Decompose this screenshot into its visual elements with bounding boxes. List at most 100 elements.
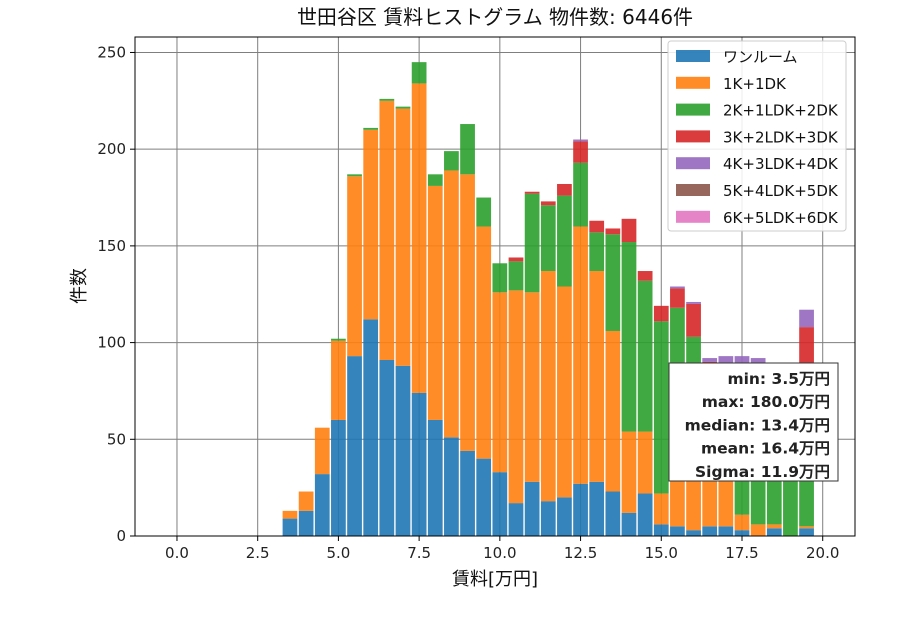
histogram-bar bbox=[702, 358, 718, 362]
histogram-bar bbox=[395, 108, 411, 366]
histogram-bar bbox=[476, 197, 492, 227]
histogram-bar bbox=[573, 226, 588, 484]
legend-swatch bbox=[676, 130, 710, 143]
histogram-bar bbox=[766, 528, 782, 536]
histogram-bar bbox=[718, 526, 734, 536]
legend-entry-label: 3K+2LDK+3DK bbox=[723, 128, 839, 146]
histogram-bar bbox=[605, 491, 621, 536]
histogram-bar bbox=[557, 286, 572, 498]
histogram-bar bbox=[589, 271, 605, 482]
histogram-bar bbox=[508, 257, 524, 262]
histogram-bar bbox=[331, 419, 346, 536]
y-tick-label: 200 bbox=[97, 140, 126, 158]
histogram-bar bbox=[621, 512, 637, 536]
stats-line: min: 3.5万円 bbox=[727, 370, 830, 388]
stats-line: Sigma: 11.9万円 bbox=[695, 463, 830, 481]
x-axis-label: 賃料[万円] bbox=[452, 569, 538, 590]
histogram-bar bbox=[363, 129, 379, 320]
legend-swatch bbox=[676, 103, 710, 116]
y-tick-label: 50 bbox=[107, 430, 126, 448]
legend-swatch bbox=[676, 76, 710, 89]
legend: ワンルーム 1K+1DK 2K+1LDK+2DK 3K+2LDK+3DK 4K+3LDK… bbox=[667, 40, 847, 232]
y-tick-label: 100 bbox=[97, 334, 126, 352]
histogram-bars bbox=[282, 62, 814, 536]
y-tick-label: 150 bbox=[97, 237, 126, 255]
histogram-bar bbox=[331, 340, 346, 420]
histogram-bar bbox=[637, 271, 653, 281]
histogram-bar bbox=[476, 458, 492, 536]
histogram-bar bbox=[476, 226, 492, 459]
histogram-bar bbox=[411, 83, 427, 393]
histogram-bar bbox=[395, 106, 411, 109]
histogram-bar bbox=[460, 124, 475, 175]
histogram-bar bbox=[799, 528, 814, 536]
legend-entry-label: 1K+1DK bbox=[723, 75, 787, 93]
histogram-bar bbox=[363, 319, 379, 536]
legend-entry-label: ワンルーム bbox=[723, 48, 798, 66]
histogram-bar bbox=[444, 151, 459, 171]
histogram-bar bbox=[637, 493, 653, 536]
legend-swatch bbox=[676, 184, 710, 196]
histogram-bar bbox=[686, 303, 701, 337]
y-axis-label: 件数 bbox=[69, 268, 90, 304]
histogram-bar bbox=[460, 450, 475, 536]
y-axis-ticks: 0 50 100 150 200 250 bbox=[97, 43, 135, 545]
histogram-bar bbox=[621, 218, 637, 243]
x-tick-label: 20.0 bbox=[806, 544, 839, 562]
histogram-bar bbox=[540, 205, 556, 272]
x-tick-label: 0.0 bbox=[165, 544, 189, 562]
stats-box: min: 3.5万円 max: 180.0万円 median: 13.4万円 mean… bbox=[668, 362, 839, 482]
histogram-bar bbox=[670, 526, 685, 536]
histogram-bar bbox=[605, 228, 621, 235]
histogram-bar bbox=[508, 503, 524, 536]
histogram-bar bbox=[557, 195, 572, 287]
histogram-bar bbox=[379, 359, 395, 536]
histogram-bar bbox=[298, 491, 314, 511]
histogram-bar bbox=[540, 201, 556, 206]
histogram-bar bbox=[605, 330, 621, 492]
histogram-bar bbox=[492, 472, 508, 536]
histogram-bar bbox=[444, 170, 459, 438]
histogram-bar bbox=[314, 427, 330, 475]
chart-title: 世田谷区 賃料ヒストグラム 物件数: 6446件 bbox=[297, 5, 693, 29]
histogram-bar bbox=[379, 100, 395, 360]
histogram-bar bbox=[427, 185, 443, 420]
histogram-bar bbox=[379, 98, 395, 101]
x-tick-label: 7.5 bbox=[407, 544, 431, 562]
histogram-bar bbox=[702, 526, 718, 536]
histogram-bar bbox=[621, 242, 637, 432]
histogram-bar bbox=[573, 141, 588, 163]
histogram-bar bbox=[799, 327, 814, 372]
histogram-bar bbox=[282, 510, 298, 519]
histogram-bar bbox=[589, 232, 605, 272]
histogram-bar bbox=[734, 530, 750, 536]
histogram-bar bbox=[653, 524, 669, 536]
histogram-bar bbox=[799, 526, 814, 529]
stats-line: median: 13.4万円 bbox=[685, 416, 830, 434]
histogram-bar bbox=[734, 356, 750, 364]
histogram-bar bbox=[557, 497, 572, 536]
histogram-bar bbox=[298, 510, 314, 536]
histogram-bar bbox=[347, 176, 362, 357]
histogram-bar bbox=[282, 518, 298, 536]
histogram-bar bbox=[670, 288, 685, 308]
histogram-bar bbox=[363, 127, 379, 130]
histogram-bar bbox=[686, 530, 701, 536]
legend-entry-label: 4K+3LDK+4DK bbox=[723, 155, 839, 173]
histogram-bar bbox=[637, 280, 653, 432]
histogram-bar bbox=[314, 474, 330, 536]
legend-entry-label: 2K+1LDK+2DK bbox=[723, 102, 839, 120]
histogram-bar bbox=[686, 301, 701, 304]
legend-entry-label: 6K+5LDK+6DK bbox=[723, 209, 839, 227]
histogram-bar bbox=[460, 174, 475, 451]
histogram-bar bbox=[589, 481, 605, 536]
plot-frame bbox=[134, 36, 856, 537]
histogram-bar bbox=[573, 483, 588, 536]
histogram-bar bbox=[734, 514, 750, 531]
histogram-bar bbox=[637, 431, 653, 494]
histogram-bar bbox=[492, 263, 508, 293]
histogram-bar bbox=[750, 524, 766, 536]
histogram-bar bbox=[524, 191, 540, 194]
histogram-bar bbox=[508, 290, 524, 504]
